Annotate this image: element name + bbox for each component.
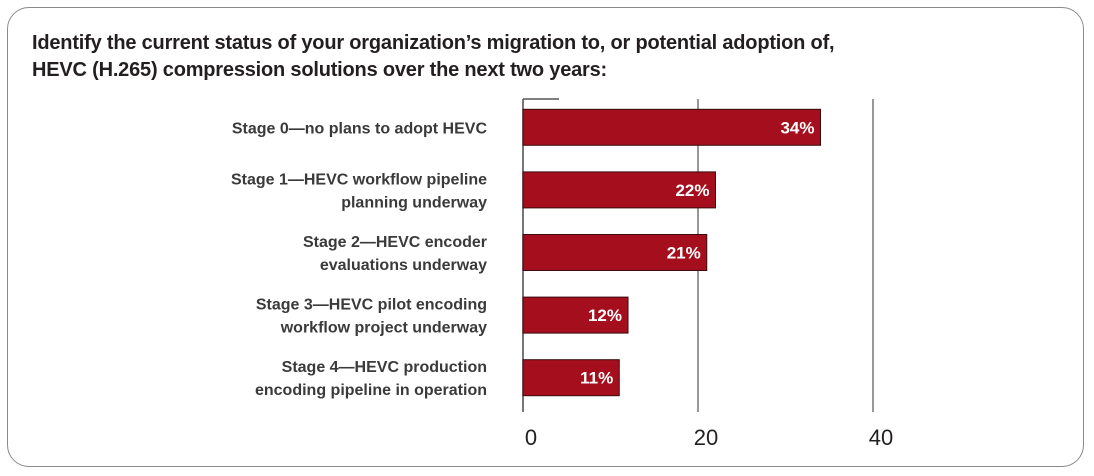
- bar: [522, 108, 821, 146]
- bar-value-label: 12%: [588, 306, 622, 325]
- x-tick-label: 0: [525, 425, 537, 450]
- x-tick-label: 40: [869, 425, 893, 450]
- bar-value-label: 21%: [667, 244, 701, 263]
- bars: 34% 22% 21% 12% 11%: [522, 108, 821, 397]
- bar-value-label: 34%: [780, 118, 814, 137]
- bar: [522, 234, 708, 271]
- bar: [522, 171, 716, 209]
- category-label: encoding pipeline in operation: [255, 382, 487, 399]
- chart-title: Identify the current status of your orga…: [32, 32, 835, 81]
- category-label: Stage 4—HEVC production: [282, 359, 487, 376]
- category-label: Stage 2—HEVC encoder: [303, 234, 487, 251]
- category-label: Stage 0—no plans to adopt HEVC: [232, 120, 488, 137]
- x-axis-tick-labels: 0 20 40: [525, 425, 893, 450]
- x-tick-label: 20: [694, 425, 718, 450]
- category-label: workflow project underway: [280, 320, 487, 337]
- bar: [522, 296, 629, 334]
- bar-value-label: 22%: [675, 181, 709, 200]
- category-label: evaluations underway: [320, 257, 487, 274]
- category-label: planning underway: [341, 194, 487, 211]
- category-labels: Stage 0—no plans to adopt HEVC Stage 1—HE…: [231, 120, 487, 399]
- category-label: Stage 1—HEVC workflow pipeline: [231, 171, 487, 188]
- bar-value-label: 11%: [580, 369, 613, 388]
- bar: [522, 359, 620, 397]
- category-label: Stage 3—HEVC pilot encoding: [256, 297, 487, 314]
